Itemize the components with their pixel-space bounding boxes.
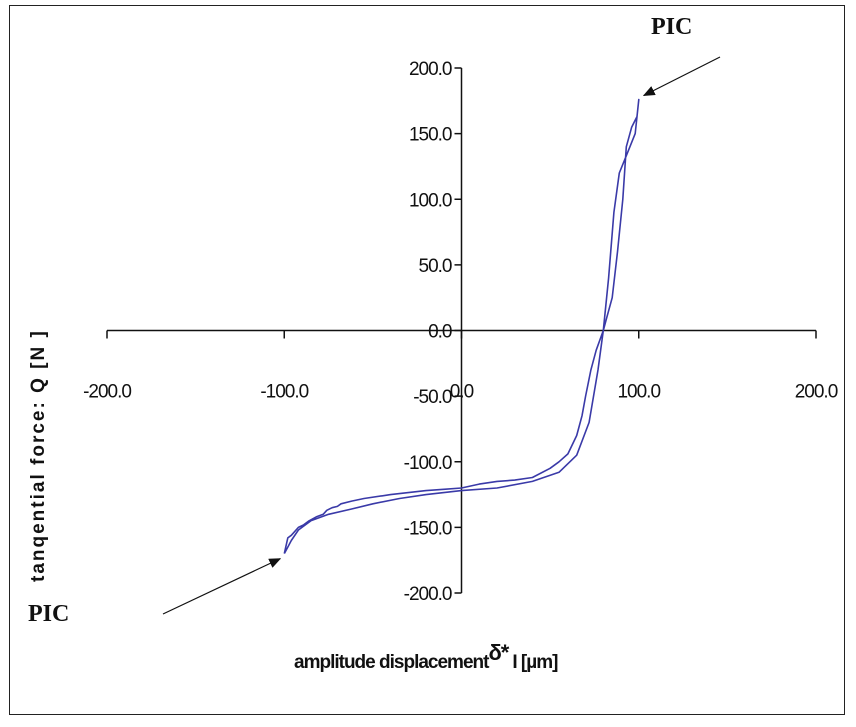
y-tick-label: -150.0 <box>404 518 452 539</box>
y-tick-label: -100.0 <box>404 453 452 474</box>
x-axis-title: amplitude displacementδ* I [µm] <box>294 640 558 673</box>
x-axis-title-symbol: δ* <box>488 640 509 665</box>
x-tick-label: -200.0 <box>83 382 131 403</box>
pic-label-lower: PIC <box>28 601 69 627</box>
y-tick-label: 200.0 <box>409 59 452 80</box>
pic-label-upper: PIC <box>651 14 692 40</box>
y-axis-title: tanqential force: Q [N ] <box>28 329 49 582</box>
tick-labels: -200.0 -100.0 0.0 100.0 200.0 200.0 150.0 100.0… <box>83 59 839 605</box>
x-tick-label: 100.0 <box>617 382 660 403</box>
annotations: PIC PIC <box>28 14 721 627</box>
x-tick-label: 0.0 <box>450 382 474 403</box>
x-tick-label: -100.0 <box>260 382 308 403</box>
y-tick-label: 100.0 <box>409 190 452 211</box>
plot-area <box>283 98 640 554</box>
pic-arrow-upper <box>642 56 721 97</box>
x-tick-label: 200.0 <box>795 382 838 403</box>
pic-arrow-lower <box>162 558 282 615</box>
axes <box>106 67 817 594</box>
x-axis-title-text: amplitude displacement <box>294 652 490 673</box>
y-tick-label: 50.0 <box>419 256 452 277</box>
y-tick-label: -200.0 <box>404 584 452 605</box>
y-tick-label: 150.0 <box>409 125 452 146</box>
series-line <box>283 98 640 554</box>
y-tick-label: 0.0 <box>428 322 452 343</box>
chart-frame <box>9 5 845 715</box>
y-tick-label: -50.0 <box>413 387 452 408</box>
axis-titles: amplitude displacementδ* I [µm] tanqential… <box>28 329 559 673</box>
x-axis-title-unit: I [µm] <box>512 652 558 673</box>
